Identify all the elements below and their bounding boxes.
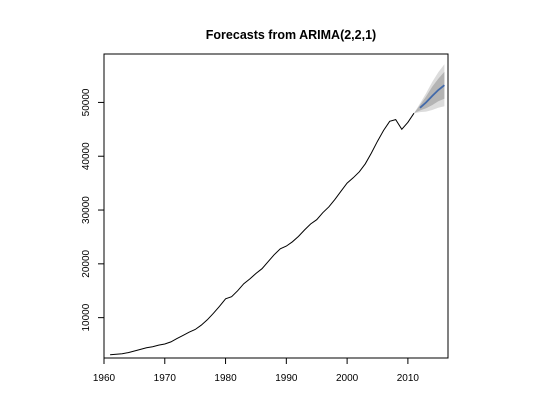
y-axis: 10000 20000 30000 40000 50000 <box>81 88 105 332</box>
chart-title: Forecasts from ARIMA(2,2,1) <box>206 28 376 42</box>
y-tick-label: 50000 <box>81 88 92 116</box>
x-tick-label: 2000 <box>336 373 359 384</box>
y-tick-label: 30000 <box>81 196 92 224</box>
band-80 <box>414 71 445 114</box>
y-tick-label: 10000 <box>81 303 92 331</box>
plot-frame <box>103 53 449 359</box>
x-tick-label: 1970 <box>154 373 177 384</box>
series-lines <box>110 84 445 356</box>
history-line <box>110 112 415 356</box>
y-tick-label: 40000 <box>81 142 92 170</box>
prediction-intervals <box>414 64 445 114</box>
x-tick-label: 2010 <box>397 373 420 384</box>
x-tick-label: 1980 <box>214 373 237 384</box>
x-tick-label: 1990 <box>275 373 298 384</box>
x-tick-label: 1960 <box>93 373 116 384</box>
x-axis: 1960 1970 1980 1990 2000 2010 <box>93 357 420 384</box>
forecast-line <box>419 84 445 109</box>
y-tick-label: 20000 <box>81 250 92 278</box>
